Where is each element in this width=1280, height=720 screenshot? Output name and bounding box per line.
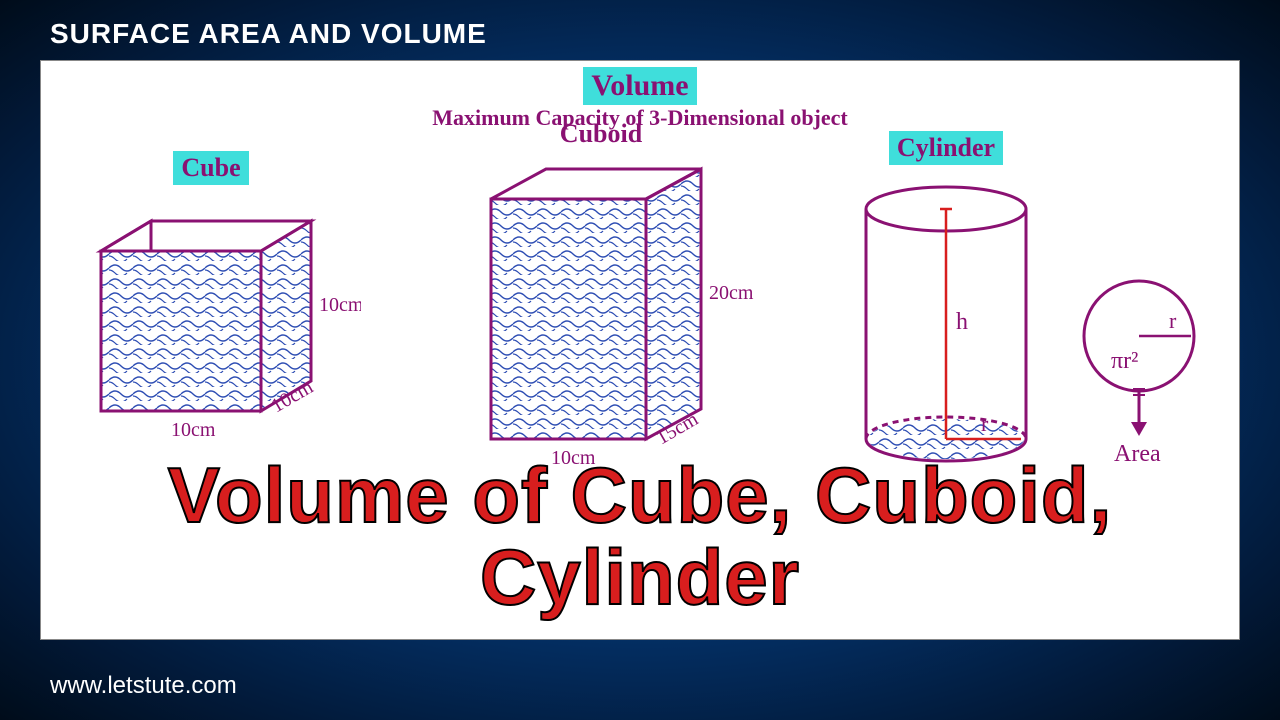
- whiteboard: Volume Maximum Capacity of 3-Dimensional…: [40, 60, 1240, 640]
- cylinder-h: h: [956, 309, 968, 335]
- cylinder-r: r: [981, 411, 989, 436]
- cube-width-label: 10cm: [171, 419, 216, 441]
- cube-svg: 10cm 10cm 10cm: [61, 191, 361, 451]
- footer-url: www.letstute.com: [50, 672, 237, 700]
- cuboid-label: Cuboid: [560, 119, 642, 148]
- cuboid-height-label: 20cm: [709, 282, 754, 304]
- volume-label: Volume: [583, 67, 696, 105]
- cube-height-label: 10cm: [319, 294, 361, 316]
- cylinder-svg: h r: [831, 169, 1061, 489]
- big-title: Volume of Cube, Cuboid, Cylinder: [41, 455, 1239, 619]
- cuboid-zone: Cuboid 10cm 15cm 20cm: [441, 119, 761, 484]
- cylinder-zone: Cylinder h r: [831, 131, 1061, 494]
- circle-r: r: [1169, 308, 1177, 333]
- cube-label: Cube: [173, 151, 248, 185]
- cylinder-label: Cylinder: [889, 131, 1003, 165]
- page-header: SURFACE AREA AND VOLUME: [0, 0, 1280, 50]
- cuboid-svg: 10cm 15cm 20cm: [441, 149, 761, 479]
- circle-formula: πr²: [1111, 348, 1138, 374]
- circle-svg: r πr² Area: [1069, 276, 1209, 476]
- cube-zone: Cube 10cm: [61, 151, 361, 456]
